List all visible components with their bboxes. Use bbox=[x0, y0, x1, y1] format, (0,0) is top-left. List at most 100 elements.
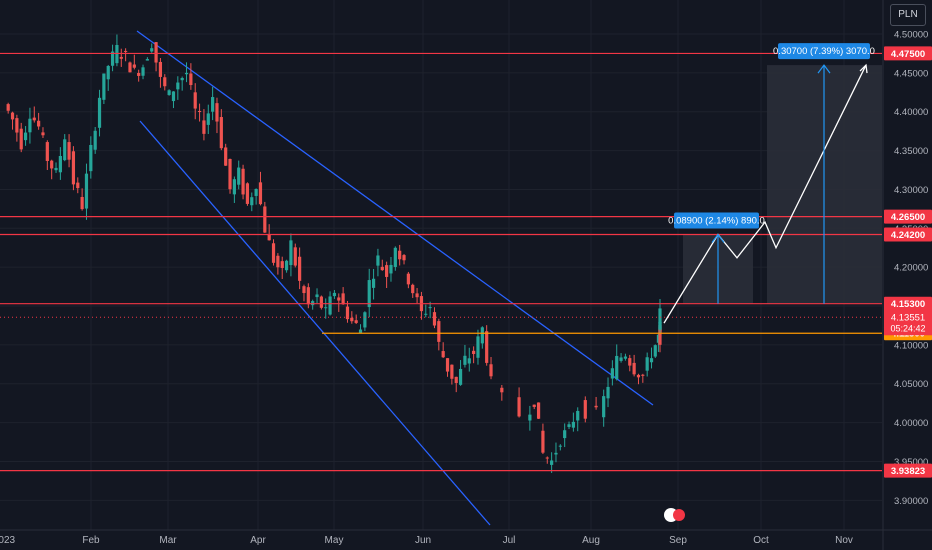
candle-body bbox=[517, 397, 521, 417]
price-level-tag bbox=[884, 227, 932, 242]
price-level-label: 4.26500 bbox=[891, 212, 925, 223]
y-tick-label: 4.05000 bbox=[894, 379, 928, 390]
candle-body bbox=[250, 197, 254, 206]
candle-body bbox=[84, 173, 89, 209]
candle-body bbox=[154, 42, 158, 63]
candle-body bbox=[536, 402, 541, 419]
x-tick-label: May bbox=[325, 535, 344, 546]
candle-body bbox=[528, 414, 532, 421]
candle-body bbox=[211, 97, 215, 112]
candle-body bbox=[141, 67, 145, 76]
y-tick-label: 4.35000 bbox=[894, 146, 928, 157]
x-tick-label: Jul bbox=[503, 535, 516, 546]
candle-body bbox=[606, 386, 610, 399]
candle-body bbox=[645, 357, 649, 371]
candle-body bbox=[245, 183, 250, 204]
candle-body bbox=[6, 104, 10, 111]
candle-body bbox=[415, 293, 419, 298]
currency-selector[interactable]: PLN bbox=[890, 4, 926, 26]
candle-body bbox=[110, 51, 115, 66]
candle-body bbox=[19, 128, 23, 150]
measure-label-box bbox=[674, 212, 759, 229]
candle-body bbox=[289, 240, 293, 266]
candle-body bbox=[472, 350, 476, 354]
candle-body bbox=[583, 400, 587, 419]
candle-body bbox=[119, 56, 123, 59]
candle-body bbox=[467, 358, 471, 364]
candle-body bbox=[28, 118, 32, 133]
candle-body bbox=[293, 247, 297, 266]
candle-body bbox=[184, 72, 189, 75]
candle-body bbox=[554, 452, 558, 455]
candle-body bbox=[489, 364, 493, 377]
y-tick-label: 4.20000 bbox=[894, 263, 928, 274]
event-flag-icon-2 bbox=[673, 509, 685, 521]
candle-body bbox=[632, 362, 636, 375]
x-tick-label: Jun bbox=[415, 535, 431, 546]
candle-body bbox=[271, 243, 276, 263]
candle-body bbox=[458, 368, 463, 385]
measure-label: 0.30700 (7.39%) 3070.0 bbox=[773, 46, 875, 57]
candle-body bbox=[445, 358, 450, 372]
y-tick-label: 4.50000 bbox=[894, 30, 928, 41]
candle-body bbox=[623, 356, 628, 359]
candle-body bbox=[463, 355, 467, 365]
candle-body bbox=[432, 312, 437, 326]
candle-body bbox=[158, 61, 163, 77]
candle-body bbox=[180, 77, 184, 81]
candle-body bbox=[571, 421, 575, 428]
x-tick-label: Aug bbox=[582, 535, 600, 546]
candle-body bbox=[398, 250, 402, 260]
candle-body bbox=[202, 120, 206, 134]
candle-body bbox=[97, 97, 102, 128]
candle-body bbox=[50, 160, 54, 169]
candle-body bbox=[150, 48, 154, 52]
candle-body bbox=[284, 260, 289, 271]
candle-body bbox=[389, 264, 393, 274]
candle-body bbox=[132, 64, 136, 68]
candle-body bbox=[254, 189, 258, 196]
candle-body bbox=[58, 155, 62, 173]
candle-body bbox=[197, 111, 202, 113]
candle-body bbox=[450, 364, 454, 379]
candle-body bbox=[480, 327, 484, 344]
candle-body bbox=[89, 144, 93, 172]
candle-body bbox=[332, 292, 337, 297]
candle-body bbox=[145, 59, 149, 61]
candle-body bbox=[406, 273, 410, 285]
price-level-tag bbox=[884, 296, 932, 311]
candle-body bbox=[306, 287, 310, 305]
candle-body bbox=[15, 118, 19, 133]
candle-body bbox=[367, 280, 371, 308]
candle-body bbox=[576, 410, 580, 421]
candle-body bbox=[93, 130, 97, 150]
candle-body bbox=[263, 206, 267, 233]
candle-body bbox=[45, 142, 49, 161]
measure-label-box bbox=[778, 43, 870, 60]
countdown-label: 05:24:42 bbox=[890, 323, 925, 333]
candle-body bbox=[424, 313, 428, 315]
candle-body bbox=[224, 147, 228, 166]
candle-body bbox=[267, 234, 271, 241]
y-tick-label: 4.40000 bbox=[894, 107, 928, 118]
candle-body bbox=[550, 460, 554, 465]
last-price-label: 4.13551 bbox=[891, 312, 925, 323]
projection-arrowhead bbox=[859, 63, 868, 74]
projection-path bbox=[663, 64, 867, 324]
x-tick-label: Apr bbox=[250, 535, 266, 546]
price-level-label: 4.24200 bbox=[891, 230, 925, 241]
x-tick-label: 2023 bbox=[0, 535, 16, 546]
candle-body bbox=[167, 90, 171, 95]
candle-body bbox=[341, 293, 345, 305]
candle-body bbox=[594, 405, 598, 408]
candle-body bbox=[532, 404, 536, 407]
y-tick-label: 3.90000 bbox=[894, 496, 928, 507]
candle-body bbox=[67, 142, 71, 160]
candle-body bbox=[237, 167, 241, 185]
candle-body bbox=[602, 396, 606, 418]
candle-body bbox=[636, 374, 641, 378]
candle-body bbox=[80, 196, 84, 210]
candle-body bbox=[411, 284, 415, 294]
y-tick-label: 4.45000 bbox=[894, 68, 928, 79]
